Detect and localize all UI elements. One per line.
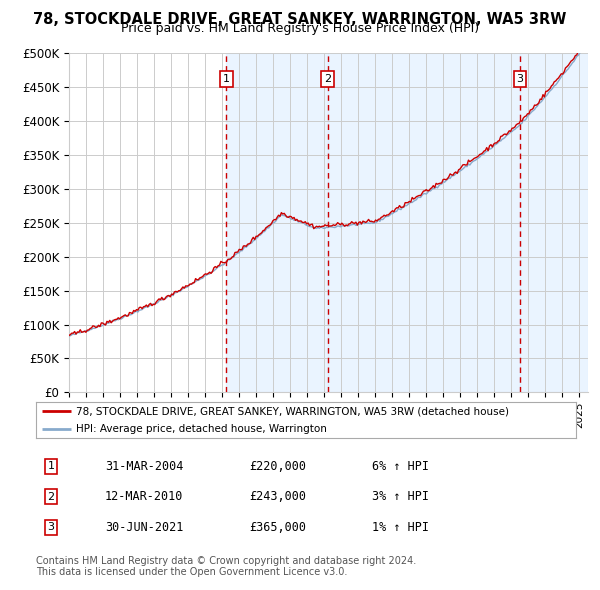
Bar <box>328 53 520 392</box>
Text: 78, STOCKDALE DRIVE, GREAT SANKEY, WARRINGTON, WA5 3RW (detached house): 78, STOCKDALE DRIVE, GREAT SANKEY, WARRI… <box>77 407 509 416</box>
Bar <box>226 53 328 392</box>
Text: Contains HM Land Registry data © Crown copyright and database right 2024.: Contains HM Land Registry data © Crown c… <box>36 556 416 566</box>
Text: 3: 3 <box>517 74 523 84</box>
Text: 31-MAR-2004: 31-MAR-2004 <box>105 460 184 473</box>
Text: 30-JUN-2021: 30-JUN-2021 <box>105 521 184 534</box>
Text: 2: 2 <box>47 492 55 502</box>
Bar <box>520 53 588 392</box>
Text: This data is licensed under the Open Government Licence v3.0.: This data is licensed under the Open Gov… <box>36 567 347 577</box>
Text: HPI: Average price, detached house, Warrington: HPI: Average price, detached house, Warr… <box>77 424 328 434</box>
Text: £243,000: £243,000 <box>249 490 306 503</box>
Text: 6% ↑ HPI: 6% ↑ HPI <box>372 460 429 473</box>
Text: 3: 3 <box>47 523 55 532</box>
Text: £220,000: £220,000 <box>249 460 306 473</box>
Text: Price paid vs. HM Land Registry's House Price Index (HPI): Price paid vs. HM Land Registry's House … <box>121 22 479 35</box>
Text: 1: 1 <box>47 461 55 471</box>
Text: 12-MAR-2010: 12-MAR-2010 <box>105 490 184 503</box>
Text: 2: 2 <box>324 74 331 84</box>
Text: 1: 1 <box>223 74 230 84</box>
Text: £365,000: £365,000 <box>249 521 306 534</box>
Text: 78, STOCKDALE DRIVE, GREAT SANKEY, WARRINGTON, WA5 3RW: 78, STOCKDALE DRIVE, GREAT SANKEY, WARRI… <box>34 12 566 27</box>
Text: 3% ↑ HPI: 3% ↑ HPI <box>372 490 429 503</box>
Text: 1% ↑ HPI: 1% ↑ HPI <box>372 521 429 534</box>
